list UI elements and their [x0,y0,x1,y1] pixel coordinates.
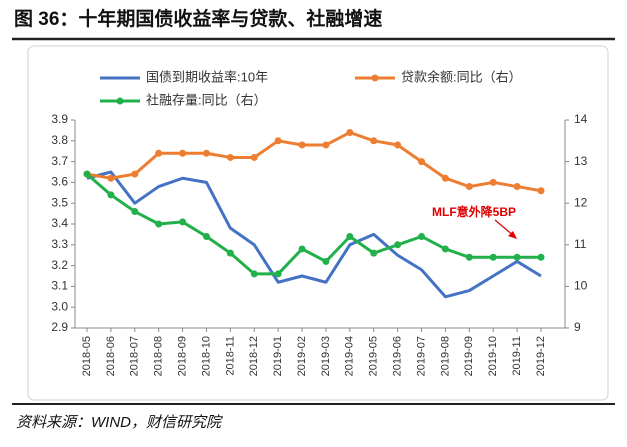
series-marker [489,253,497,261]
series-marker [250,270,258,278]
plot-frame [27,45,609,401]
legend-marker [116,97,124,105]
series-marker [465,253,473,261]
legend-label: 贷款余额:同比（右） [401,69,522,84]
series-marker [202,149,210,157]
y-tick-label: 3.5 [51,195,68,209]
series-marker [370,249,378,257]
series-marker [131,208,139,216]
series-marker [298,141,306,149]
y-tick-label: 3.3 [51,237,68,251]
series-marker [107,174,115,182]
x-tick-label: 2019-06 [392,336,404,376]
annotation: MLF意外降5BP [432,204,516,219]
x-tick-label: 2018-06 [105,336,117,376]
y-tick-label: 3.8 [51,133,68,147]
x-tick-label: 2019-03 [320,336,332,376]
series-marker [155,220,163,228]
y2-tick-label: 13 [574,154,588,168]
x-tick-label: 2019-09 [463,336,475,376]
y-tick-label: 3.0 [51,299,68,313]
series-marker [513,183,521,191]
series-marker [418,232,426,240]
x-tick-label: 2019-01 [272,336,284,376]
y2-tick-label: 11 [574,237,587,251]
series-marker [155,149,163,157]
series-marker [537,253,545,261]
x-tick-label: 2018-05 [81,336,93,376]
x-tick-label: 2019-02 [296,336,308,376]
x-tick-label: 2019-05 [368,336,380,376]
series-marker [394,141,402,149]
series-marker [465,183,473,191]
series-line [86,130,542,193]
y-tick-label: 3.4 [51,216,68,230]
x-tick-label: 2018-11 [224,336,236,376]
x-tick-label: 2019-04 [344,336,356,376]
series-marker [226,249,234,257]
y-tick-label: 2.9 [51,320,68,334]
series-marker [107,191,115,199]
series-marker [322,257,330,265]
y2-tick-label: 12 [574,195,588,209]
y-tick-label: 3.6 [51,175,68,189]
series-marker [202,232,210,240]
series-marker [537,187,545,195]
source: 资料来源：WIND，财信研究院 [16,414,223,431]
x-tick-label: 2019-11 [511,336,523,376]
series-marker [298,245,306,253]
legend-label: 社融存量:同比（右） [146,92,267,107]
series-marker [489,178,497,186]
series-line [86,170,542,299]
x-tick-label: 2018-12 [248,336,260,376]
x-tick-label: 2019-08 [439,336,451,376]
series-marker [250,153,258,161]
series-marker [131,170,139,178]
y2-tick-label: 9 [574,320,581,334]
chart-title: 图 36：十年期国债收益率与贷款、社融增速 [14,7,382,30]
x-tick-label: 2019-12 [535,336,547,376]
x-tick-label: 2018-07 [129,336,141,376]
series-marker [322,141,330,149]
series-marker [274,270,282,278]
series-marker [179,149,187,157]
y2-tick-label: 14 [574,112,588,126]
series-marker [394,241,402,249]
series-marker [370,137,378,145]
series-marker [83,170,91,178]
y-tick-label: 3.1 [51,279,68,293]
annotation-arrowhead [508,231,517,239]
y-tick-label: 3.2 [51,258,68,272]
x-tick-label: 2019-10 [487,336,499,376]
x-tick-label: 2018-10 [200,336,212,376]
series-marker [226,153,234,161]
x-tick-label: 2019-07 [415,336,427,376]
series-line [86,172,541,276]
y-tick-label: 3.7 [51,154,68,168]
legend-label: 国债到期收益率:10年 [146,69,268,84]
y2-tick-label: 10 [574,279,588,293]
x-tick-label: 2018-09 [176,336,188,376]
series-marker [441,245,449,253]
series-marker [346,232,354,240]
series-marker [418,158,426,166]
series-marker [179,218,187,226]
x-tick-label: 2018-08 [153,336,165,376]
series-marker [513,253,521,261]
series-marker [441,174,449,182]
series-marker [346,128,354,136]
y-tick-label: 3.9 [51,112,68,126]
legend-marker [371,74,379,82]
series-marker [274,137,282,145]
